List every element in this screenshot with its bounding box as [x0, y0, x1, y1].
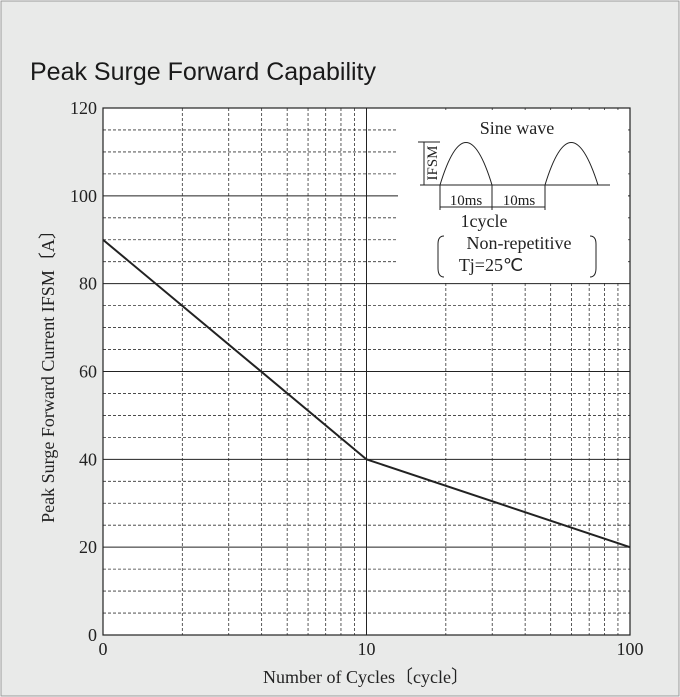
x-tick-label: 10 [358, 639, 376, 659]
sine-pulse [439, 142, 493, 186]
y-tick-label: 20 [79, 537, 97, 557]
inset: Sine wave IFSM 10ms 10ms 1cycle Non-repe… [398, 110, 628, 282]
data-line [102, 238, 631, 549]
x-tick-label: 100 [617, 639, 644, 659]
y-tick-label: 80 [79, 274, 97, 294]
y-axis-label: Peak Surge Forward Current IFSM〔A〕 [38, 221, 58, 523]
annotation: Non-repetitive [467, 233, 572, 253]
annotation: Tj=25℃ [459, 255, 523, 275]
annotation: 10ms [450, 193, 483, 209]
y-tick-label: 100 [70, 186, 97, 206]
y-tick-label: 60 [79, 362, 97, 382]
annotation: IFSM [425, 145, 441, 180]
bracket [589, 235, 597, 278]
annotation: 1cycle [461, 211, 508, 231]
plot-frame [102, 107, 631, 636]
annotation: Sine wave [480, 118, 554, 138]
y-tick-label: 40 [79, 449, 97, 469]
chart-title: Peak Surge Forward Capability [30, 58, 376, 86]
annotation: 10ms [503, 193, 536, 209]
x-axis-label: Number of Cycles〔cycle〕 [263, 667, 469, 687]
y-tick-label: 120 [70, 98, 97, 118]
sine-pulse [544, 142, 599, 186]
y-tick-label: 0 [88, 625, 97, 645]
bracket [437, 235, 445, 278]
inset-bg [398, 110, 628, 282]
x-tick-label: 0 [99, 639, 108, 659]
